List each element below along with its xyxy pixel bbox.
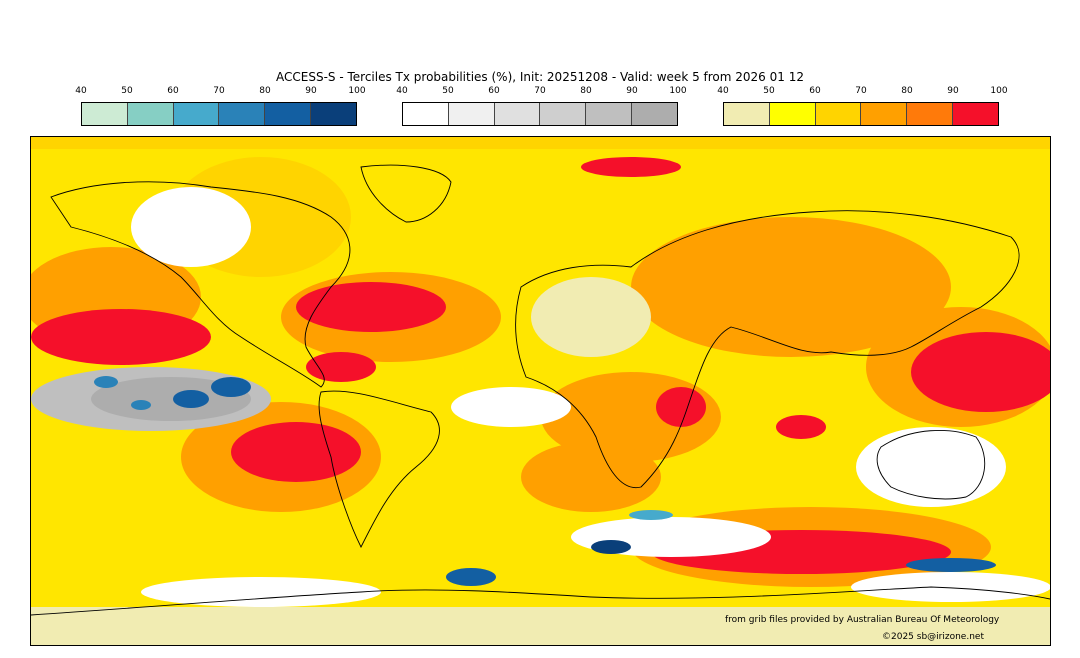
legend-tick: 60 [488, 86, 500, 96]
legend-color-cell [127, 103, 174, 125]
region-red-natl [296, 282, 446, 332]
region-blue-5 [591, 540, 631, 554]
legend-color-cell [311, 103, 356, 125]
copyright-credit: ©2025 sb@irizone.net [882, 632, 984, 642]
coast-greenland [360, 164, 452, 223]
map-title: ACCESS-S - Terciles Tx probabilities (%)… [276, 70, 804, 84]
region-white-satl [451, 387, 571, 427]
legend-tick: 50 [442, 86, 454, 96]
legend-tick: 70 [534, 86, 546, 96]
legend-tick: 70 [855, 86, 867, 96]
legend-color-cell [448, 103, 495, 125]
region-red-maritime [911, 332, 1050, 412]
legend-color-cell [82, 103, 128, 125]
region-red-epac [31, 309, 211, 365]
legend-above-normal: 40 50 60 70 80 90 100 [717, 86, 1008, 126]
legend-tick: 50 [763, 86, 775, 96]
antarctic-zone [31, 607, 1050, 645]
legend-tick: 40 [717, 86, 729, 96]
coast-north-america [50, 181, 351, 388]
legend-tick: 60 [809, 86, 821, 96]
legend-colorbar [402, 102, 678, 126]
legend-color-cell [632, 103, 677, 125]
region-white-canada [131, 187, 251, 267]
coastlines [31, 164, 1050, 616]
legend-tick: 70 [213, 86, 225, 96]
legend-color-cell [540, 103, 587, 125]
data-source-credit: from grib files provided by Australian B… [725, 615, 1000, 625]
legend-normal: 40 50 60 70 80 90 100 [396, 86, 687, 126]
region-red-spac [231, 422, 361, 482]
region-blue-7 [906, 558, 996, 572]
legend-tick: 80 [580, 86, 592, 96]
legend-color-cell [861, 103, 908, 125]
region-white-antarctic-coast [141, 577, 381, 607]
legend-color-cell [953, 103, 998, 125]
coast-africa-eurasia [515, 210, 1020, 489]
arctic-band [31, 137, 1050, 149]
legend-ticks: 40 50 60 70 80 90 100 [396, 86, 686, 98]
region-white-antarctic-east [851, 572, 1050, 602]
legend-tick: 80 [259, 86, 271, 96]
legend-ticks: 40 50 60 70 80 90 100 [75, 86, 365, 98]
region-red-arctic [581, 157, 681, 177]
legend-color-cell [403, 103, 449, 125]
region-blue-6 [446, 568, 496, 586]
legend-tick: 90 [626, 86, 638, 96]
legend-color-cell [586, 103, 633, 125]
region-red-indian [776, 415, 826, 439]
legend-color-cell [494, 103, 541, 125]
region-red-caribbean [306, 352, 376, 382]
legend-ticks: 40 50 60 70 80 90 100 [717, 86, 1007, 98]
legend-color-cell [219, 103, 266, 125]
legend-tick: 90 [305, 86, 317, 96]
legend-colorbar [723, 102, 999, 126]
legend-tick: 40 [396, 86, 408, 96]
region-blue-8 [629, 510, 673, 520]
region-blue-1 [94, 376, 118, 388]
legend-tick: 50 [121, 86, 133, 96]
legend-color-cell [907, 103, 954, 125]
legend-tick: 40 [75, 86, 87, 96]
region-orange-sindian [521, 442, 661, 512]
legend-color-cell [769, 103, 816, 125]
region-blue-2 [173, 390, 209, 408]
legend-tick: 80 [901, 86, 913, 96]
map-canvas [31, 137, 1050, 645]
legend-color-cell [173, 103, 220, 125]
legend-tick: 100 [990, 86, 1008, 96]
legend-color-cell [724, 103, 770, 125]
region-pale-sahara [531, 277, 651, 357]
region-orange-asia [631, 217, 951, 357]
legend-color-cell [815, 103, 862, 125]
legend-color-cell [265, 103, 312, 125]
legend-tick: 100 [348, 86, 366, 96]
legend-tick: 60 [167, 86, 179, 96]
probability-map [30, 136, 1051, 646]
coast-australia [876, 430, 986, 500]
coast-south-america [318, 390, 440, 549]
region-blue-4 [131, 400, 151, 410]
legend-below-normal: 40 50 60 70 80 90 100 [75, 86, 366, 126]
region-red-eafrica [656, 387, 706, 427]
coast-antarctica [31, 586, 1050, 616]
region-blue-3 [211, 377, 251, 397]
legend-tick: 90 [947, 86, 959, 96]
region-grey-core [91, 377, 251, 421]
legend-colorbar [81, 102, 357, 126]
legend-tick: 100 [669, 86, 687, 96]
region-white-australia [856, 427, 1006, 507]
